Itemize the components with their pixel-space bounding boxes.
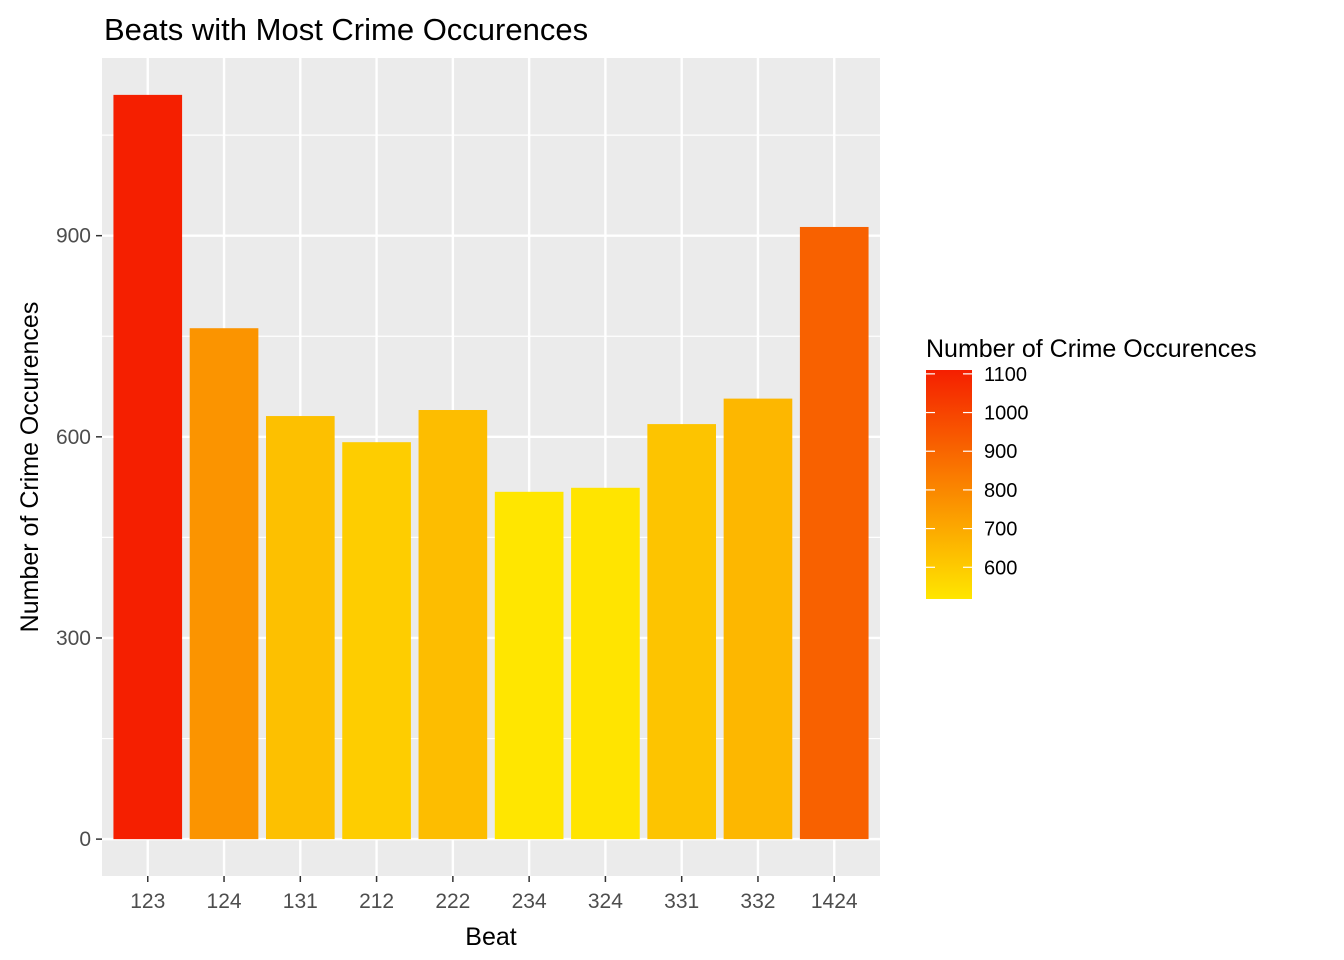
bar-131 [265, 416, 335, 840]
x-tick-label: 123 [130, 890, 165, 913]
legend-title: Number of Crime Occurences [926, 335, 1257, 363]
x-tick-label: 222 [435, 890, 470, 913]
x-tick-label: 1424 [811, 890, 858, 913]
x-tick-label: 131 [283, 890, 318, 913]
legend-tick-label: 1000 [984, 403, 1029, 425]
y-axis-title: Number of Crime Occurences [16, 302, 44, 633]
x-tick-label: 212 [359, 890, 394, 913]
bar-234 [494, 491, 564, 840]
legend-tick-label: 1100 [984, 364, 1027, 386]
x-axis: 123 124 131 212 222 234 324 331 332 1424 [130, 876, 858, 913]
bar-212 [342, 442, 411, 840]
x-tick-label: 332 [740, 890, 775, 913]
bar-332 [723, 398, 793, 840]
bar-123 [113, 94, 183, 840]
bar-124 [189, 328, 259, 840]
y-tick-label: 0 [79, 828, 91, 851]
legend-tick-label: 700 [984, 519, 1017, 541]
legend: Number of Crime Occurences 600 700 800 900 1… [926, 335, 1257, 599]
legend-tick-label: 600 [984, 557, 1017, 579]
y-tick-label: 300 [56, 627, 91, 650]
bar-1424 [799, 226, 869, 840]
legend-ticks: 600 700 800 900 1000 1100 [926, 364, 1029, 579]
x-tick-label: 324 [588, 890, 623, 913]
legend-colorbar [926, 370, 972, 599]
x-axis-title: Beat [465, 923, 516, 951]
x-tick-label: 234 [512, 890, 547, 913]
bar-324 [571, 487, 640, 840]
chart-title: Beats with Most Crime Occurences [104, 12, 588, 47]
y-axis: 0 300 600 900 [56, 225, 102, 851]
x-tick-label: 124 [207, 890, 242, 913]
legend-tick-label: 800 [984, 480, 1017, 502]
bar-222 [418, 410, 488, 840]
legend-tick-label: 900 [984, 441, 1017, 463]
bar-331 [647, 424, 717, 840]
x-tick-label: 331 [664, 890, 699, 913]
bars [113, 94, 869, 840]
y-tick-label: 900 [56, 225, 91, 248]
y-tick-label: 600 [56, 426, 91, 449]
